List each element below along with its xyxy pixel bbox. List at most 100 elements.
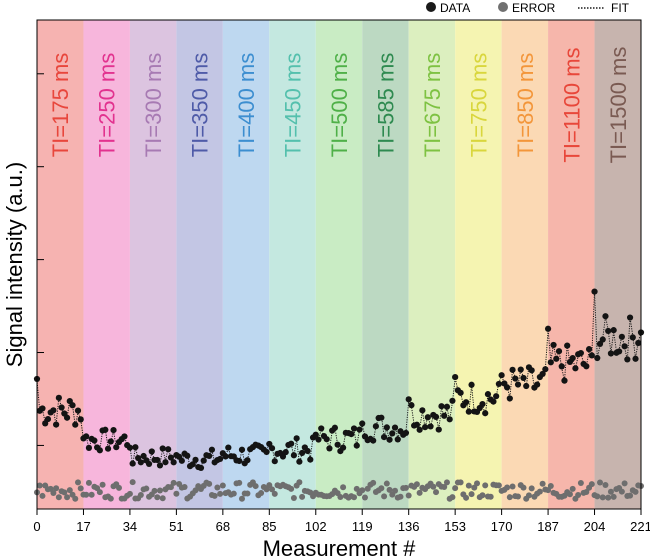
data-point bbox=[517, 366, 524, 373]
data-point bbox=[383, 424, 390, 431]
error-point bbox=[474, 480, 481, 487]
data-point bbox=[457, 389, 464, 396]
data-point bbox=[206, 452, 213, 459]
band-label-layer: TI=175 ms TI=250 ms TI=300 ms TI=350 ms TI=4… bbox=[48, 47, 631, 164]
error-point bbox=[618, 488, 625, 495]
data-point bbox=[244, 457, 251, 464]
data-point bbox=[495, 380, 502, 388]
x-tick-label: 0 bbox=[33, 519, 40, 534]
data-point bbox=[583, 363, 590, 370]
error-point bbox=[495, 482, 502, 489]
data-point bbox=[77, 416, 84, 423]
error-point bbox=[173, 490, 180, 497]
error-point bbox=[83, 491, 90, 498]
band-11 bbox=[548, 20, 595, 509]
band-label-1: TI=250 ms bbox=[95, 53, 120, 158]
error-point bbox=[386, 486, 393, 493]
data-point bbox=[599, 336, 606, 343]
error-point bbox=[465, 482, 472, 489]
data-point bbox=[170, 459, 177, 466]
error-point bbox=[244, 490, 251, 497]
data-point bbox=[594, 354, 601, 362]
data-point bbox=[607, 350, 615, 357]
band-label-6: TI=500 ms bbox=[327, 53, 352, 158]
data-point bbox=[435, 426, 442, 433]
error-point bbox=[547, 483, 554, 490]
error-point bbox=[99, 481, 106, 488]
error-point bbox=[621, 480, 628, 487]
error-point bbox=[443, 479, 450, 486]
data-point bbox=[405, 396, 412, 403]
error-point bbox=[53, 485, 60, 492]
x-tick-label: 68 bbox=[216, 519, 230, 534]
data-point bbox=[200, 457, 207, 464]
data-point bbox=[137, 459, 144, 466]
legend-error-label: ERROR bbox=[512, 1, 556, 15]
data-point bbox=[39, 405, 46, 412]
data-point bbox=[558, 363, 565, 370]
error-point bbox=[605, 494, 612, 501]
error-point bbox=[610, 493, 617, 500]
data-point bbox=[159, 445, 166, 452]
error-point bbox=[607, 488, 614, 495]
data-point bbox=[359, 420, 366, 427]
data-point bbox=[238, 446, 246, 453]
data-point bbox=[53, 421, 60, 428]
data-point bbox=[438, 403, 445, 410]
x-tick-label: 204 bbox=[584, 519, 606, 534]
data-point bbox=[542, 366, 549, 373]
error-point bbox=[50, 490, 57, 497]
legend-data-marker bbox=[426, 2, 436, 12]
data-point bbox=[44, 415, 52, 423]
data-point-layer bbox=[33, 288, 645, 472]
band-label-5: TI=450 ms bbox=[281, 53, 306, 158]
band-label-9: TI=750 ms bbox=[466, 53, 491, 158]
data-point bbox=[189, 461, 196, 468]
data-point bbox=[389, 430, 396, 437]
data-point bbox=[498, 372, 505, 379]
error-point bbox=[413, 481, 420, 488]
data-point bbox=[107, 438, 114, 445]
data-point bbox=[512, 375, 519, 382]
error-point bbox=[156, 487, 163, 494]
data-point bbox=[55, 394, 62, 401]
error-point bbox=[151, 487, 158, 494]
error-point bbox=[252, 483, 259, 490]
data-point bbox=[394, 436, 401, 443]
error-point bbox=[588, 481, 595, 488]
error-point bbox=[583, 489, 590, 496]
data-point bbox=[296, 458, 303, 465]
data-point bbox=[307, 456, 314, 463]
data-point bbox=[544, 325, 552, 332]
error-point bbox=[487, 493, 494, 500]
error-point bbox=[482, 482, 489, 489]
legend-data-label: DATA bbox=[440, 1, 470, 15]
error-point bbox=[296, 479, 303, 486]
data-point bbox=[452, 373, 459, 381]
error-point bbox=[471, 484, 478, 491]
data-point bbox=[490, 398, 497, 405]
data-point bbox=[165, 446, 172, 453]
legend: DATA ERROR FIT bbox=[426, 1, 630, 15]
data-point bbox=[572, 365, 579, 372]
data-point bbox=[391, 424, 399, 431]
data-point bbox=[514, 381, 522, 388]
data-point bbox=[304, 447, 311, 455]
data-point bbox=[432, 413, 440, 420]
data-point bbox=[315, 436, 322, 443]
error-point bbox=[627, 492, 634, 499]
x-axis-title: Measurement # bbox=[263, 536, 417, 560]
band-5 bbox=[269, 20, 316, 509]
legend-fit-label: FIT bbox=[611, 1, 630, 15]
error-point bbox=[515, 493, 522, 500]
error-point bbox=[159, 495, 166, 502]
band-4 bbox=[222, 20, 270, 509]
data-point bbox=[104, 445, 112, 452]
data-point bbox=[222, 453, 229, 460]
error-point bbox=[569, 485, 576, 492]
data-point bbox=[348, 430, 355, 438]
error-point bbox=[167, 484, 174, 491]
data-point bbox=[192, 456, 199, 463]
error-point bbox=[230, 490, 237, 497]
